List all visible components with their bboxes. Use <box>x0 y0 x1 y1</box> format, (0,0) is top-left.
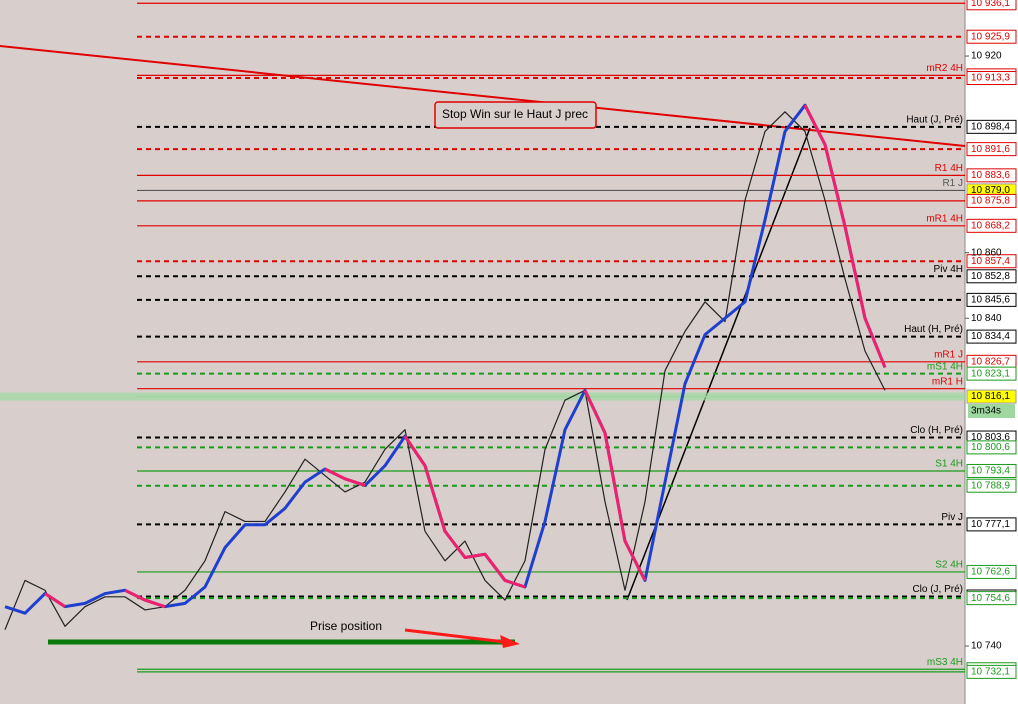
level-name: Haut (J, Pré) <box>906 114 963 125</box>
price-tag: 10 826,7 <box>971 356 1010 367</box>
level-name: Clo (J, Pré) <box>912 584 963 595</box>
series-line <box>324 467 366 487</box>
price-tag: 10 898,4 <box>971 121 1010 132</box>
price-tag: 10 754,6 <box>971 593 1010 604</box>
price-tag-box <box>966 517 1017 532</box>
series-line <box>403 435 526 589</box>
price-tag-box <box>966 269 1017 284</box>
level-name: Clo (H, Pré) <box>910 425 963 436</box>
y-tick-label: 10 840 <box>971 313 1002 324</box>
level-name: mR1 4H <box>926 213 963 224</box>
price-tag: 10 868,2 <box>971 220 1010 231</box>
level-name: mS3 4H <box>927 657 963 668</box>
price-tag-box <box>966 0 1017 11</box>
price-tag-box <box>966 329 1017 344</box>
price-tag: 10 800,6 <box>971 442 1010 453</box>
price-tag: 10 875,8 <box>971 196 1010 207</box>
level-name: R1 J <box>942 178 963 189</box>
price-tag-box <box>966 564 1017 579</box>
level-name: S1 4H <box>935 459 963 470</box>
price-tag: 10 777,1 <box>971 519 1010 530</box>
arrow <box>404 628 506 644</box>
price-axis <box>965 0 1018 704</box>
price-tag: 10 852,8 <box>971 271 1010 282</box>
price-tag: 10 793,4 <box>971 466 1010 477</box>
timer-box <box>968 404 1015 418</box>
arrow-head <box>500 635 520 648</box>
price-tag: 10 803,6 <box>971 432 1010 443</box>
price-tag-box <box>966 71 1017 86</box>
level-name: mS1 4H <box>927 361 963 372</box>
price-tag-box <box>966 142 1017 157</box>
price-tag-box <box>966 463 1017 478</box>
series-line <box>583 389 647 582</box>
price-tag: 10 857,4 <box>971 256 1010 267</box>
price-tag: 10 845,6 <box>971 295 1010 306</box>
price-tag: 10 732,1 <box>971 667 1010 678</box>
timer: 3m34s <box>971 406 1001 417</box>
annotation: Stop Win sur le Haut J prec <box>442 107 588 121</box>
level-name: mR1 H <box>932 376 963 387</box>
level-name: R1 4H <box>935 163 963 174</box>
level-name: mR1 J <box>934 349 963 360</box>
price-tag: 10 816,1 <box>971 391 1010 402</box>
level-name: Haut (H, Pré) <box>904 324 963 335</box>
price-tag-box <box>966 292 1017 307</box>
price-tag-box <box>966 366 1017 381</box>
price-tag: 10 925,9 <box>971 31 1010 42</box>
price-tag-box <box>966 389 1017 404</box>
level-name: Piv J <box>941 512 963 523</box>
price-tag-box <box>966 218 1017 233</box>
series-line <box>124 588 166 609</box>
price-tag-box <box>966 193 1017 208</box>
price-tag: 10 913,3 <box>971 73 1010 84</box>
series-line <box>44 592 66 608</box>
price-tag-box <box>966 119 1017 134</box>
price-tag: 10 883,6 <box>971 170 1010 181</box>
price-tag: 10 788,9 <box>971 480 1010 491</box>
price-tag-box <box>966 664 1017 679</box>
y-tick-label: 10 860 <box>971 247 1002 258</box>
price-tag: 10 762,6 <box>971 567 1010 578</box>
series-line <box>4 111 886 630</box>
price-tag: 10 936,1 <box>971 0 1010 9</box>
y-tick-label: 10 920 <box>971 51 1002 62</box>
trend-line <box>0 45 966 147</box>
price-tag-box <box>966 168 1017 183</box>
price-tag: 10 834,4 <box>971 331 1010 342</box>
annotation-box <box>434 101 597 129</box>
price-tag-box <box>966 591 1017 606</box>
price-tag-box <box>966 29 1017 44</box>
y-tick-label: 10 740 <box>971 641 1002 652</box>
level-name: Piv 4H <box>934 264 963 275</box>
price-tag-box <box>966 254 1017 269</box>
series-line <box>803 104 887 368</box>
price-tag-box <box>966 478 1017 493</box>
annotation: Prise position <box>310 619 382 633</box>
price-tag: 10 879,0 <box>971 185 1010 196</box>
level-name: mR2 4H <box>926 63 963 74</box>
price-tag: 10 891,6 <box>971 144 1010 155</box>
price-tag: 10 823,1 <box>971 368 1010 379</box>
price-tag-box <box>966 440 1017 455</box>
level-name: S2 4H <box>935 560 963 571</box>
